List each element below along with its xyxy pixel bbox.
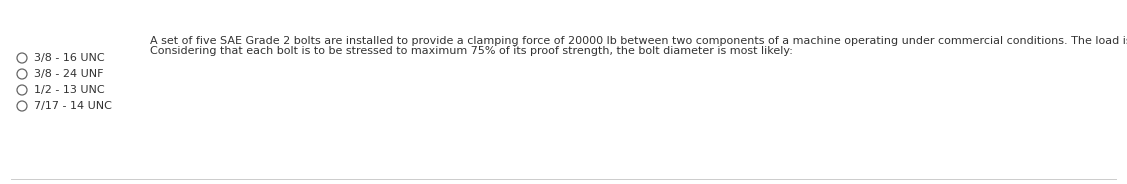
Text: 7/17 - 14 UNC: 7/17 - 14 UNC (34, 101, 112, 111)
Text: Considering that each bolt is to be stressed to maximum 75% of its proof strengt: Considering that each bolt is to be stre… (150, 46, 793, 56)
Text: 3/8 - 16 UNC: 3/8 - 16 UNC (34, 53, 105, 63)
Text: 1/2 - 13 UNC: 1/2 - 13 UNC (34, 85, 105, 95)
Text: A set of five SAE Grade 2 bolts are installed to provide a clamping force of 200: A set of five SAE Grade 2 bolts are inst… (150, 36, 1127, 46)
Text: 3/8 - 24 UNF: 3/8 - 24 UNF (34, 69, 104, 79)
